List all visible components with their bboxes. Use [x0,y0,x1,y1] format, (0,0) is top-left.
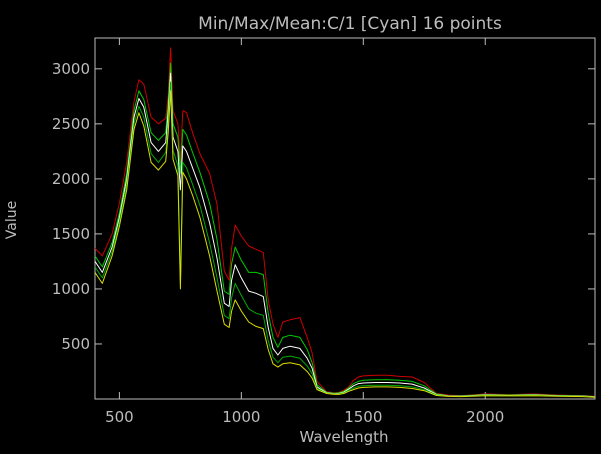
y-tick-label: 1000 [52,280,90,298]
x-tick-label: 2000 [466,408,504,426]
series-line-min-mean [94,81,596,398]
y-tick-label: 2000 [52,170,90,188]
series-layer [94,47,596,398]
chart-title: Min/Max/Mean:C/1 [Cyan] 16 points [198,14,502,34]
axis-ticks: 500 1000 1500 2000 500 1000 1500 2000 2500 3000 [52,38,595,426]
plot-area-border [94,37,596,400]
series-line-mean [94,72,596,398]
y-tick-label: 500 [61,335,90,353]
x-tick-label: 1500 [344,408,382,426]
series-line-max [94,47,596,397]
x-tick-label: 1000 [222,408,260,426]
series-line-max-mean [94,62,596,398]
y-tick-label: 2500 [52,115,90,133]
series-line-min [94,90,596,398]
x-axis-label: Wavelength [300,428,389,446]
x-tick-label: 500 [105,408,134,426]
y-axis-label: Value [4,201,20,239]
y-tick-label: 3000 [52,60,90,78]
y-tick-label: 1500 [52,225,90,243]
